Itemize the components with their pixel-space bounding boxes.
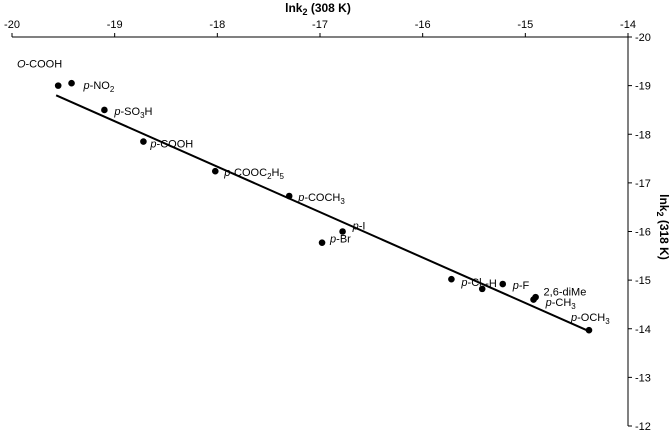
x-tick-label: -20 — [4, 19, 20, 31]
data-point — [140, 138, 147, 145]
y-tick-label: -12 — [635, 421, 651, 433]
point-label-part: 2 — [110, 85, 115, 94]
point-label-part: p — [83, 80, 90, 92]
point-label-part: -F — [519, 280, 530, 292]
data-point — [285, 192, 293, 200]
y-tick-label: -18 — [635, 129, 651, 141]
point-label-part: p — [223, 167, 230, 179]
point-label-part: -NO — [90, 80, 111, 92]
x-tick-label: -14 — [620, 19, 636, 31]
point-label: p-F — [512, 280, 530, 292]
y-tick-label: -16 — [635, 227, 651, 239]
point-label-part: p — [512, 280, 519, 292]
point-label-part: p — [297, 192, 304, 204]
point-label: -H — [485, 278, 497, 290]
x-axis-title-sub: 2 — [302, 7, 307, 17]
point-label: p-OCH3 — [570, 312, 610, 326]
data-point — [339, 228, 346, 235]
point-label-part: -I — [359, 221, 366, 233]
point-label-part: 3 — [571, 302, 576, 311]
trendline-layer — [55, 94, 590, 333]
point-label: p-NO2 — [83, 80, 115, 94]
point-label-part: H — [272, 167, 280, 179]
x-tick-label: -18 — [209, 19, 225, 31]
y-axis-title-main: lnk — [657, 194, 670, 212]
point-label-part: -COOH — [26, 59, 63, 71]
point-label-part: -SO — [121, 106, 141, 118]
x-tick-label: -19 — [107, 19, 123, 31]
data-point — [585, 326, 593, 334]
point-label-part: p — [570, 312, 577, 324]
x-axis-title-rest: (308 K) — [308, 1, 351, 15]
point-label-part: -H — [485, 278, 497, 290]
point-label-part: -COCH — [304, 192, 340, 204]
point-label: p-COCH3 — [297, 192, 345, 206]
y-axis-title-sub: 2 — [655, 211, 665, 216]
point-label: p-CH3 — [545, 297, 577, 311]
trendline — [55, 94, 590, 333]
points-layer: p-OCH32,6-diMep-CH3p-F-Hp-Clp-Brp-Ip-COC… — [17, 59, 610, 334]
point-label-part: 3 — [140, 111, 145, 120]
point-label: p-Cl — [460, 277, 481, 289]
x-tick-label: -16 — [415, 19, 431, 31]
y-axis: -12 -13 -14 -15 -16 -17 -18 -19 -20 — [627, 32, 651, 433]
data-point — [68, 79, 75, 87]
x-tick-label: -17 — [312, 19, 328, 31]
point-label: p-COOC2H5 — [223, 167, 284, 181]
point-label-part: -Cl — [468, 277, 482, 289]
x-axis-title: lnk2 (308 K) — [285, 1, 351, 17]
point-label-part: p — [460, 277, 467, 289]
point-label: p-Br — [329, 234, 351, 246]
point-label-part: 2,6-diMe — [544, 287, 587, 299]
point-label: 2,6-diMe — [544, 287, 587, 299]
point-label-part: -COOH — [157, 139, 194, 151]
point-label: p-SO3H — [113, 106, 152, 120]
y-tick-label: -19 — [635, 81, 651, 93]
x-tick-label: -15 — [517, 19, 533, 31]
y-tick-label: -17 — [635, 178, 651, 190]
point-label-part: p — [329, 234, 336, 246]
point-label-part: H — [145, 106, 153, 118]
y-axis-title-rest: (318 K) — [657, 217, 670, 260]
point-label-part: 3 — [340, 197, 345, 206]
point-label-part: p — [545, 297, 552, 309]
point-label: O-COOH — [17, 59, 62, 71]
point-label-part: -CH — [552, 297, 572, 309]
y-tick-label: -13 — [635, 372, 651, 384]
point-label-part: -OCH — [577, 312, 605, 324]
point-label-part: O — [17, 59, 26, 71]
y-tick-label: -15 — [635, 275, 651, 287]
point-label: p-COOH — [149, 139, 193, 151]
point-label-part: p — [149, 139, 156, 151]
point-label-part: 2 — [267, 172, 272, 181]
point-label-part: -COOC — [230, 167, 267, 179]
data-point — [499, 280, 507, 288]
point-label-part: p — [113, 106, 120, 118]
data-point — [448, 275, 455, 283]
data-point — [478, 285, 486, 293]
data-point — [318, 239, 326, 246]
x-axis-title-main: lnk — [285, 1, 303, 15]
data-point — [211, 167, 219, 175]
y-tick-label: -20 — [635, 32, 651, 44]
point-label-part: 3 — [605, 317, 610, 326]
y-tick-label: -14 — [635, 324, 651, 336]
point-label: p-I — [352, 221, 366, 233]
point-label-part: -Br — [336, 234, 351, 246]
x-axis: -20 -19 -18 -17 -16 -15 -14 — [4, 19, 636, 38]
point-label-part: 5 — [279, 172, 284, 181]
data-point — [101, 106, 108, 114]
data-point — [532, 293, 539, 301]
y-axis-title: lnk2 (318 K) — [655, 194, 670, 260]
point-label-part: p — [352, 221, 359, 233]
data-point — [54, 82, 62, 89]
